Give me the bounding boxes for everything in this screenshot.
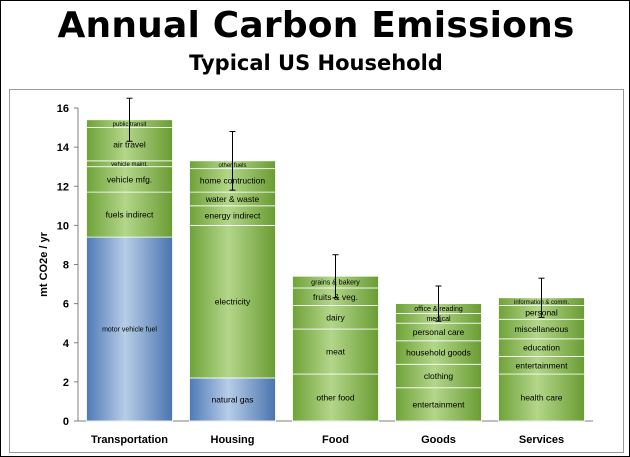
y-tick-label: 0 — [63, 416, 69, 428]
segment-label: meat — [326, 347, 346, 357]
bar-segment — [86, 236, 173, 422]
chart-title: Annual Carbon Emissions — [57, 5, 575, 46]
segment-label: energy indirect — [205, 211, 261, 221]
segment-label: household goods — [406, 348, 471, 358]
y-tick-label: 6 — [63, 299, 69, 311]
bar-segment — [189, 224, 276, 379]
bar-segment — [498, 373, 585, 422]
category-label: Transportation — [91, 434, 168, 446]
segment-label: entertainment — [413, 399, 466, 409]
y-tick-label: 4 — [63, 338, 70, 350]
segment-label: personal care — [413, 327, 465, 337]
y-tick-label: 14 — [57, 142, 70, 154]
segment-label: air travel — [113, 139, 146, 149]
segment-label: vehicle maint. — [111, 162, 148, 168]
category-label: Housing — [211, 434, 255, 446]
y-tick-label: 16 — [57, 103, 69, 115]
category-label: Food — [322, 434, 349, 446]
segment-label: dairy — [326, 312, 345, 322]
bar-segment — [86, 166, 173, 193]
segment-label: other food — [316, 393, 355, 403]
category-label: Services — [519, 434, 564, 446]
segment-label: motor vehicle fuel — [102, 327, 157, 334]
segment-label: water & waste — [205, 194, 260, 204]
segment-label: vehicle mfg. — [107, 174, 152, 184]
y-tick-label: 10 — [57, 220, 69, 232]
y-tick-label: 8 — [63, 260, 69, 272]
bar-segment — [395, 387, 482, 422]
y-tick-label: 2 — [63, 377, 69, 389]
category-label: Goods — [421, 434, 456, 446]
y-tick-label: 12 — [57, 181, 69, 193]
segment-label: education — [523, 343, 560, 353]
segment-label: miscellaneous — [515, 324, 569, 334]
segment-label: fuels indirect — [106, 210, 154, 220]
segment-label: clothing — [424, 371, 454, 381]
y-axis-label: mt CO2e / yr — [38, 231, 50, 297]
bar-segment — [189, 377, 276, 422]
segment-label: natural gas — [211, 395, 253, 405]
bar-segment — [86, 191, 173, 238]
segment-label: electricity — [215, 297, 251, 307]
segment-label: health care — [520, 393, 562, 403]
segment-label: entertainment — [516, 360, 569, 370]
chart-subtitle: Typical US Household — [189, 51, 443, 75]
bar-segment — [292, 328, 379, 375]
